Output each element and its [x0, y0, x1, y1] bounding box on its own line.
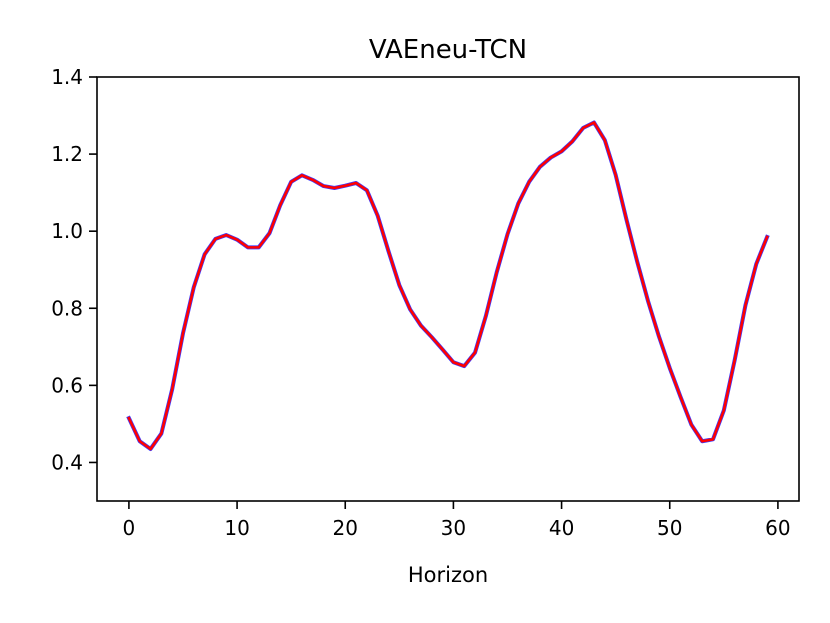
y-tick-label: 1.0: [51, 219, 83, 243]
y-axis: 0.4 0.6 0.8 1.0 1.2 1.4: [51, 65, 97, 474]
y-tick-label: 0.4: [51, 450, 83, 474]
series-line-2: [127, 121, 769, 451]
plot-frame: [96, 76, 800, 502]
x-axis-label: Horizon: [408, 563, 488, 587]
y-tick-label: 1.4: [51, 65, 83, 89]
x-axis: 0 10 20 30 40 50 60: [123, 501, 791, 540]
y-tick-label: 0.8: [51, 296, 83, 320]
series-line-1: [126, 120, 770, 451]
x-tick-label: 60: [765, 516, 790, 540]
x-tick-label: 10: [224, 516, 249, 540]
x-tick-label: 20: [333, 516, 358, 540]
x-tick-label: 40: [549, 516, 574, 540]
x-tick-label: 30: [441, 516, 466, 540]
series-layer: [126, 120, 770, 451]
chart-title: VAEneu-TCN: [369, 35, 527, 65]
y-tick-label: 1.2: [51, 142, 83, 166]
x-tick-label: 0: [123, 516, 136, 540]
y-tick-label: 0.6: [51, 373, 83, 397]
x-tick-label: 50: [657, 516, 682, 540]
